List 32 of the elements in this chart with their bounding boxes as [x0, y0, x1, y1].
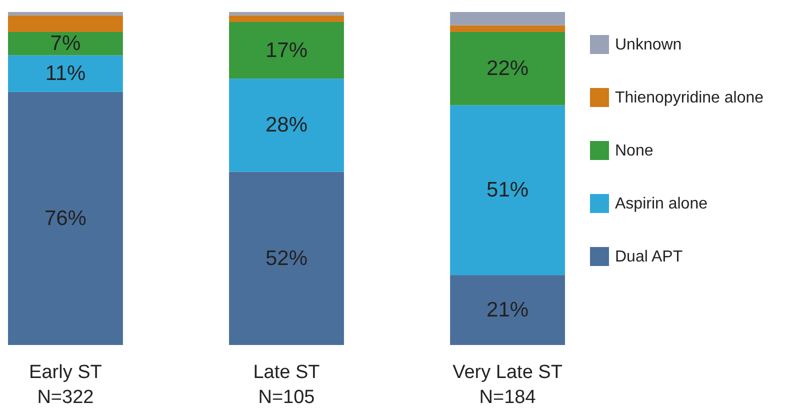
bar	[8, 32, 123, 56]
bar	[450, 105, 565, 276]
data-label: 22%	[486, 57, 529, 80]
bar	[8, 55, 123, 92]
bar	[450, 25, 565, 32]
data-label: 51%	[486, 178, 529, 202]
data-label: 28%	[265, 114, 308, 137]
data-label: 11%	[45, 62, 86, 86]
legend-label: Unknown	[615, 36, 682, 54]
data-label: 76%	[44, 206, 86, 230]
data-label: 17%	[265, 38, 308, 62]
bar	[8, 92, 123, 345]
bar	[229, 78, 344, 172]
legend-label: None	[615, 142, 654, 160]
x-tick-label: Early ST N=322	[29, 362, 102, 408]
bar	[229, 12, 344, 16]
legend-label: Aspirin alone	[615, 196, 708, 212]
legend-label: Thienopyridine alone	[615, 90, 764, 106]
bar	[450, 275, 565, 345]
data-label: 52%	[265, 246, 308, 270]
bar	[450, 32, 565, 106]
bar	[229, 15, 344, 22]
x-tick-label: Very Late ST N=184	[452, 362, 563, 408]
bar	[8, 12, 123, 16]
x-tick-label: Late ST N=105	[253, 362, 320, 408]
bar	[8, 15, 123, 32]
data-label: 21%	[486, 298, 529, 322]
legend-label: Dual APT	[615, 248, 683, 266]
bar	[229, 22, 344, 79]
bar	[229, 172, 344, 345]
bar	[450, 12, 565, 26]
data-label: 7%	[50, 32, 81, 56]
